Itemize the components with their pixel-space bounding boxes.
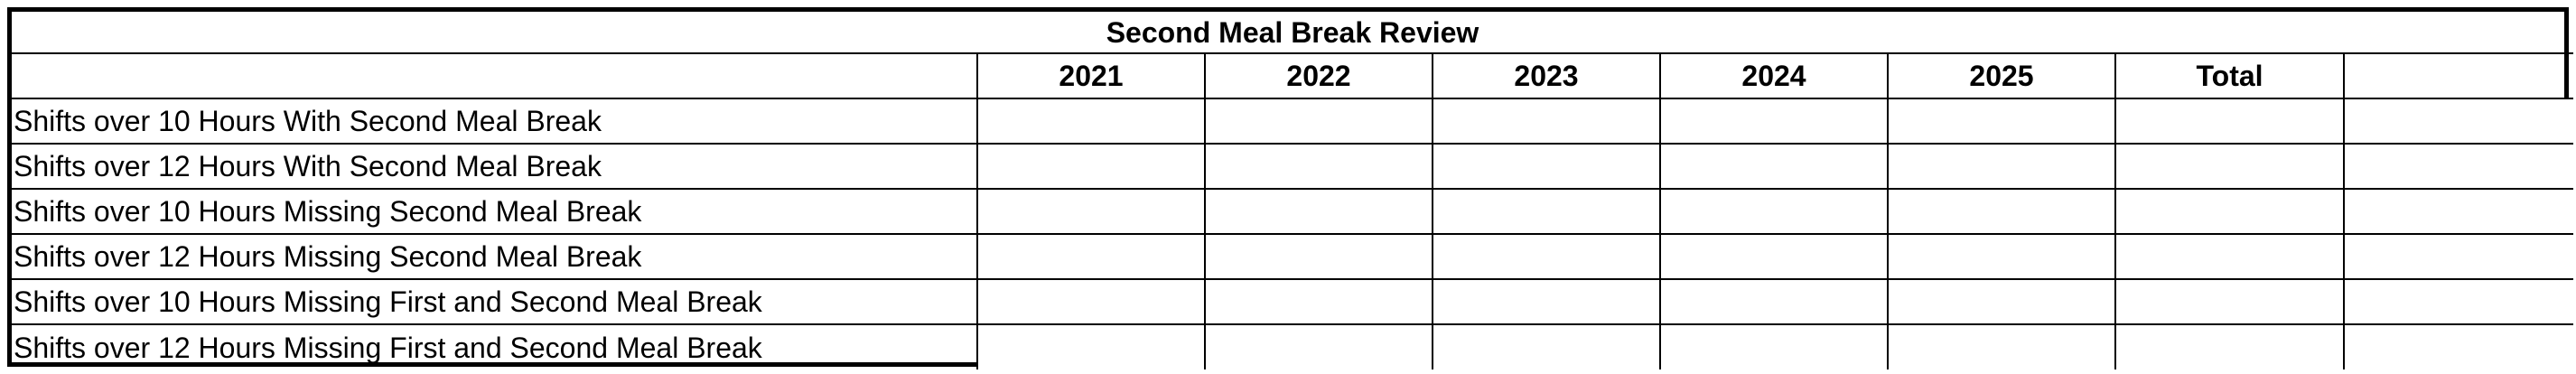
- table-cell[interactable]: [1659, 143, 1889, 190]
- table-cell[interactable]: [1887, 323, 2116, 369]
- table-cell[interactable]: [2114, 278, 2345, 325]
- table-cell[interactable]: [2343, 143, 2573, 190]
- table-cell[interactable]: [1432, 143, 1661, 190]
- table-cell[interactable]: [976, 323, 1206, 369]
- table-cell[interactable]: [1432, 188, 1661, 235]
- meal-break-review-table: Second Meal Break Review 2021 2022 2023 202…: [12, 12, 2573, 369]
- table-cell[interactable]: [2343, 278, 2573, 325]
- column-header[interactable]: 2022: [1204, 52, 1433, 99]
- table-cell[interactable]: [2343, 323, 2573, 369]
- table-cell[interactable]: [976, 278, 1206, 325]
- table-cell[interactable]: [1432, 233, 1661, 280]
- row-label[interactable]: Shifts over 10 Hours With Second Meal Br…: [12, 98, 978, 145]
- table-row: Shifts over 10 Hours Missing First and S…: [12, 278, 2573, 325]
- table-cell[interactable]: [976, 233, 1206, 280]
- title-row: Second Meal Break Review: [12, 12, 2573, 54]
- table-cell[interactable]: [1887, 233, 2116, 280]
- table-cell[interactable]: [1887, 188, 2116, 235]
- table-cell[interactable]: [976, 143, 1206, 190]
- table-cell[interactable]: [1659, 278, 1889, 325]
- table-cell[interactable]: [976, 98, 1206, 145]
- table-cell[interactable]: [2343, 98, 2573, 145]
- table-cell[interactable]: [1659, 233, 1889, 280]
- table-row: Shifts over 10 Hours Missing Second Meal…: [12, 188, 2573, 235]
- table-cell[interactable]: [1204, 98, 1433, 145]
- column-header[interactable]: Total: [2114, 52, 2345, 99]
- table-cell[interactable]: [1659, 323, 1889, 369]
- column-header[interactable]: 2025: [1887, 52, 2116, 99]
- table-cell[interactable]: [1204, 143, 1433, 190]
- table-cell[interactable]: [2114, 323, 2345, 369]
- label-column-header[interactable]: [12, 52, 978, 99]
- table-cell[interactable]: [1204, 188, 1433, 235]
- column-header[interactable]: 2021: [976, 52, 1206, 99]
- table-cell[interactable]: [2114, 98, 2345, 145]
- table-cell[interactable]: [2343, 188, 2573, 235]
- row-label[interactable]: Shifts over 10 Hours Missing First and S…: [12, 278, 978, 325]
- table-cell[interactable]: [2114, 233, 2345, 280]
- row-label[interactable]: Shifts over 10 Hours Missing Second Meal…: [12, 188, 978, 235]
- row-label[interactable]: Shifts over 12 Hours With Second Meal Br…: [12, 143, 978, 190]
- column-header[interactable]: [2343, 52, 2573, 99]
- spreadsheet-table-frame: Second Meal Break Review 2021 2022 2023 202…: [7, 7, 2573, 369]
- column-header[interactable]: 2024: [1659, 52, 1889, 99]
- table-cell[interactable]: [1887, 98, 2116, 145]
- table-body: Shifts over 10 Hours With Second Meal Br…: [12, 98, 2573, 369]
- column-header[interactable]: 2023: [1432, 52, 1661, 99]
- table-cell[interactable]: [1204, 233, 1433, 280]
- table-row: Shifts over 12 Hours With Second Meal Br…: [12, 143, 2573, 190]
- table-cell[interactable]: [976, 188, 1206, 235]
- table-cell[interactable]: [1887, 278, 2116, 325]
- column-header-row: 2021 2022 2023 2024 2025 Total: [12, 52, 2573, 99]
- table-cell[interactable]: [1659, 188, 1889, 235]
- table-cell[interactable]: [1432, 323, 1661, 369]
- table-cell[interactable]: [1432, 278, 1661, 325]
- row-label[interactable]: Shifts over 12 Hours Missing First and S…: [12, 323, 978, 369]
- table-title[interactable]: Second Meal Break Review: [12, 12, 2573, 54]
- table-row: Shifts over 12 Hours Missing First and S…: [12, 323, 2573, 369]
- table-cell[interactable]: [1432, 98, 1661, 145]
- table-cell[interactable]: [1204, 278, 1433, 325]
- table-cell[interactable]: [1887, 143, 2116, 190]
- table-cell[interactable]: [1204, 323, 1433, 369]
- table-cell[interactable]: [2114, 143, 2345, 190]
- table-cell[interactable]: [2343, 233, 2573, 280]
- table-cell[interactable]: [1659, 98, 1889, 145]
- table-row: Shifts over 10 Hours With Second Meal Br…: [12, 98, 2573, 145]
- row-label[interactable]: Shifts over 12 Hours Missing Second Meal…: [12, 233, 978, 280]
- table-cell[interactable]: [2114, 188, 2345, 235]
- table-row: Shifts over 12 Hours Missing Second Meal…: [12, 233, 2573, 280]
